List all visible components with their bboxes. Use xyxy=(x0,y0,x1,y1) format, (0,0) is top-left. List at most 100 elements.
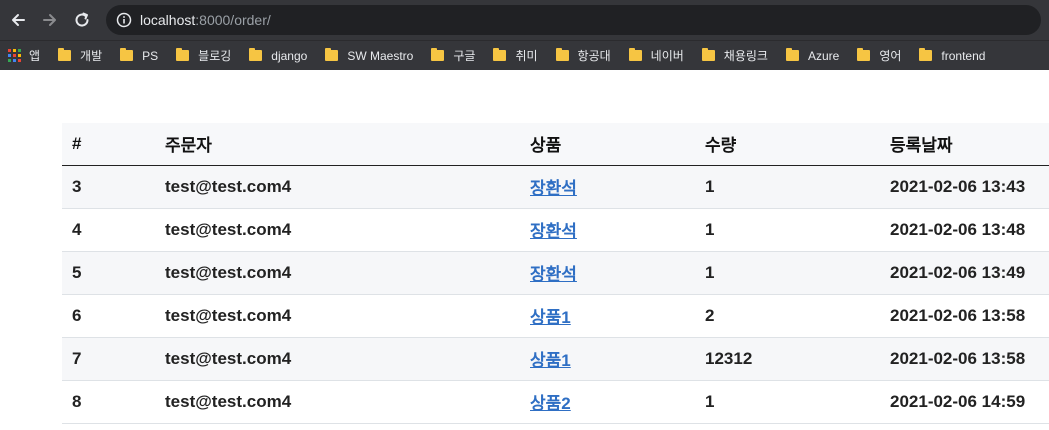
forward-button[interactable] xyxy=(38,8,62,32)
bookmark-label: 채용링크 xyxy=(723,49,768,63)
cell-num: 4 xyxy=(62,208,155,252)
header-product: 상품 xyxy=(520,123,695,166)
cell-qty: 1 xyxy=(695,380,880,424)
table-row: 3 test@test.com4 장환석 1 2021-02-06 13:43 xyxy=(62,165,1049,209)
table-row: 8 test@test.com4 상품2 1 2021-02-06 14:59 xyxy=(62,380,1049,424)
bookmark-apps[interactable]: 앱 xyxy=(8,47,40,64)
page-content: # 주문자 상품 수량 등록날짜 3 test@test.com4 장환석 1 2021… xyxy=(0,70,1049,430)
bookmark-label: 취미 xyxy=(515,49,538,63)
bookmark-folder[interactable]: frontend xyxy=(919,48,986,63)
folder-icon xyxy=(493,48,507,61)
header-user: 주문자 xyxy=(155,123,520,166)
bookmark-folder[interactable]: django xyxy=(249,48,308,63)
bookmark-folder[interactable]: 채용링크 xyxy=(701,47,768,64)
header-num: # xyxy=(62,123,155,166)
table-row: 7 test@test.com4 상품1 12312 2021-02-06 13:58 xyxy=(62,337,1049,381)
reload-icon xyxy=(75,12,89,27)
folder-icon xyxy=(325,48,339,61)
table-row: 6 test@test.com4 상품1 2 2021-02-06 13:58 xyxy=(62,294,1049,338)
cell-num: 8 xyxy=(62,380,155,424)
product-link[interactable]: 상품2 xyxy=(530,394,571,413)
address-bar[interactable]: localhost:8000/order/ xyxy=(106,5,1041,35)
product-link[interactable]: 장환석 xyxy=(530,222,577,241)
browser-toolbar: localhost:8000/order/ xyxy=(0,0,1049,40)
bookmark-folder[interactable]: SW Maestro xyxy=(325,48,414,63)
cell-date: 2021-02-06 13:49 xyxy=(880,251,1049,295)
bookmark-folder[interactable]: PS xyxy=(120,48,159,63)
reload-button[interactable] xyxy=(70,8,94,32)
cell-date: 2021-02-06 14:59 xyxy=(880,380,1049,424)
folder-icon xyxy=(176,48,190,61)
cell-user: test@test.com4 xyxy=(155,251,520,295)
bookmark-label: 항공대 xyxy=(577,49,611,63)
cell-product: 장환석 xyxy=(520,208,695,252)
cell-product: 장환석 xyxy=(520,165,695,209)
orders-table: # 주문자 상품 수량 등록날짜 3 test@test.com4 장환석 1 2021… xyxy=(62,123,1049,424)
bookmark-label: 개발 xyxy=(80,49,103,63)
bookmark-label: 앱 xyxy=(29,49,41,63)
table-row: 5 test@test.com4 장환석 1 2021-02-06 13:49 xyxy=(62,251,1049,295)
folder-icon xyxy=(701,48,715,61)
apps-grid-icon xyxy=(8,49,21,62)
bookmark-label: 블로깅 xyxy=(198,49,232,63)
cell-qty: 12312 xyxy=(695,337,880,381)
cell-qty: 1 xyxy=(695,251,880,295)
cell-num: 7 xyxy=(62,337,155,381)
cell-qty: 1 xyxy=(695,165,880,209)
cell-product: 상품1 xyxy=(520,294,695,338)
url-host: localhost xyxy=(140,12,196,28)
cell-date: 2021-02-06 13:58 xyxy=(880,337,1049,381)
cell-user: test@test.com4 xyxy=(155,165,520,209)
cell-num: 6 xyxy=(62,294,155,338)
bookmark-label: PS xyxy=(142,48,159,63)
bookmark-label: 구글 xyxy=(453,49,476,63)
table-header-row: # 주문자 상품 수량 등록날짜 xyxy=(62,123,1049,166)
cell-product: 상품2 xyxy=(520,380,695,424)
bookmark-folder[interactable]: 구글 xyxy=(431,47,475,64)
cell-qty: 1 xyxy=(695,208,880,252)
bookmark-folder[interactable]: Azure xyxy=(785,48,840,63)
url-path: :8000/order/ xyxy=(195,12,271,28)
bookmark-folder[interactable]: 항공대 xyxy=(555,47,611,64)
folder-icon xyxy=(628,48,642,61)
bookmark-label: frontend xyxy=(941,48,986,63)
bookmark-folder[interactable]: 블로깅 xyxy=(176,47,231,64)
folder-icon xyxy=(785,48,799,61)
cell-date: 2021-02-06 13:48 xyxy=(880,208,1049,252)
info-icon[interactable] xyxy=(116,12,132,28)
cell-user: test@test.com4 xyxy=(155,380,520,424)
bookmark-label: 네이버 xyxy=(650,49,684,63)
cell-user: test@test.com4 xyxy=(155,294,520,338)
folder-icon xyxy=(919,48,933,61)
bookmark-folder[interactable]: 취미 xyxy=(493,47,538,64)
header-qty: 수량 xyxy=(695,123,880,166)
folder-icon xyxy=(58,48,72,61)
folder-icon xyxy=(431,48,445,61)
bookmark-label: 영어 xyxy=(879,49,902,63)
bookmark-label: django xyxy=(271,48,308,63)
bookmark-folder[interactable]: 네이버 xyxy=(628,47,684,64)
back-button[interactable] xyxy=(6,8,30,32)
bookmark-label: Azure xyxy=(807,48,840,63)
cell-qty: 2 xyxy=(695,294,880,338)
arrow-left-icon xyxy=(12,14,25,26)
folder-icon xyxy=(555,48,569,61)
cell-num: 3 xyxy=(62,165,155,209)
table-row: 4 test@test.com4 장환석 1 2021-02-06 13:48 xyxy=(62,208,1049,252)
header-date: 등록날짜 xyxy=(880,123,1049,166)
bookmark-folder[interactable]: 개발 xyxy=(58,47,102,64)
product-link[interactable]: 장환석 xyxy=(530,265,577,284)
folder-icon xyxy=(120,48,134,61)
product-link[interactable]: 장환석 xyxy=(530,179,577,198)
cell-date: 2021-02-06 13:43 xyxy=(880,165,1049,209)
cell-product: 상품1 xyxy=(520,337,695,381)
bookmark-label: SW Maestro xyxy=(347,48,414,63)
cell-user: test@test.com4 xyxy=(155,337,520,381)
bookmark-folder[interactable]: 영어 xyxy=(857,47,901,64)
cell-product: 장환석 xyxy=(520,251,695,295)
arrow-right-icon xyxy=(43,14,56,26)
product-link[interactable]: 상품1 xyxy=(530,308,571,327)
cell-num: 5 xyxy=(62,251,155,295)
bookmarks-bar: 앱 개발 PS 블로깅 django SW Maestro 구글 취미 항공대 네이버 채용링크 Az… xyxy=(0,40,1049,70)
product-link[interactable]: 상품1 xyxy=(530,351,571,370)
